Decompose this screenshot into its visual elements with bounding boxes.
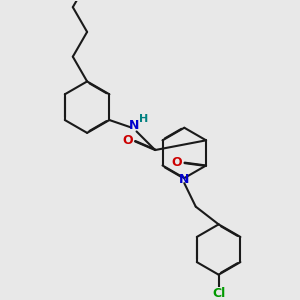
Text: O: O [123, 134, 133, 146]
Text: N: N [179, 173, 190, 186]
Text: H: H [139, 114, 148, 124]
Text: Cl: Cl [212, 287, 225, 300]
Text: N: N [128, 119, 139, 132]
Text: O: O [171, 156, 182, 169]
